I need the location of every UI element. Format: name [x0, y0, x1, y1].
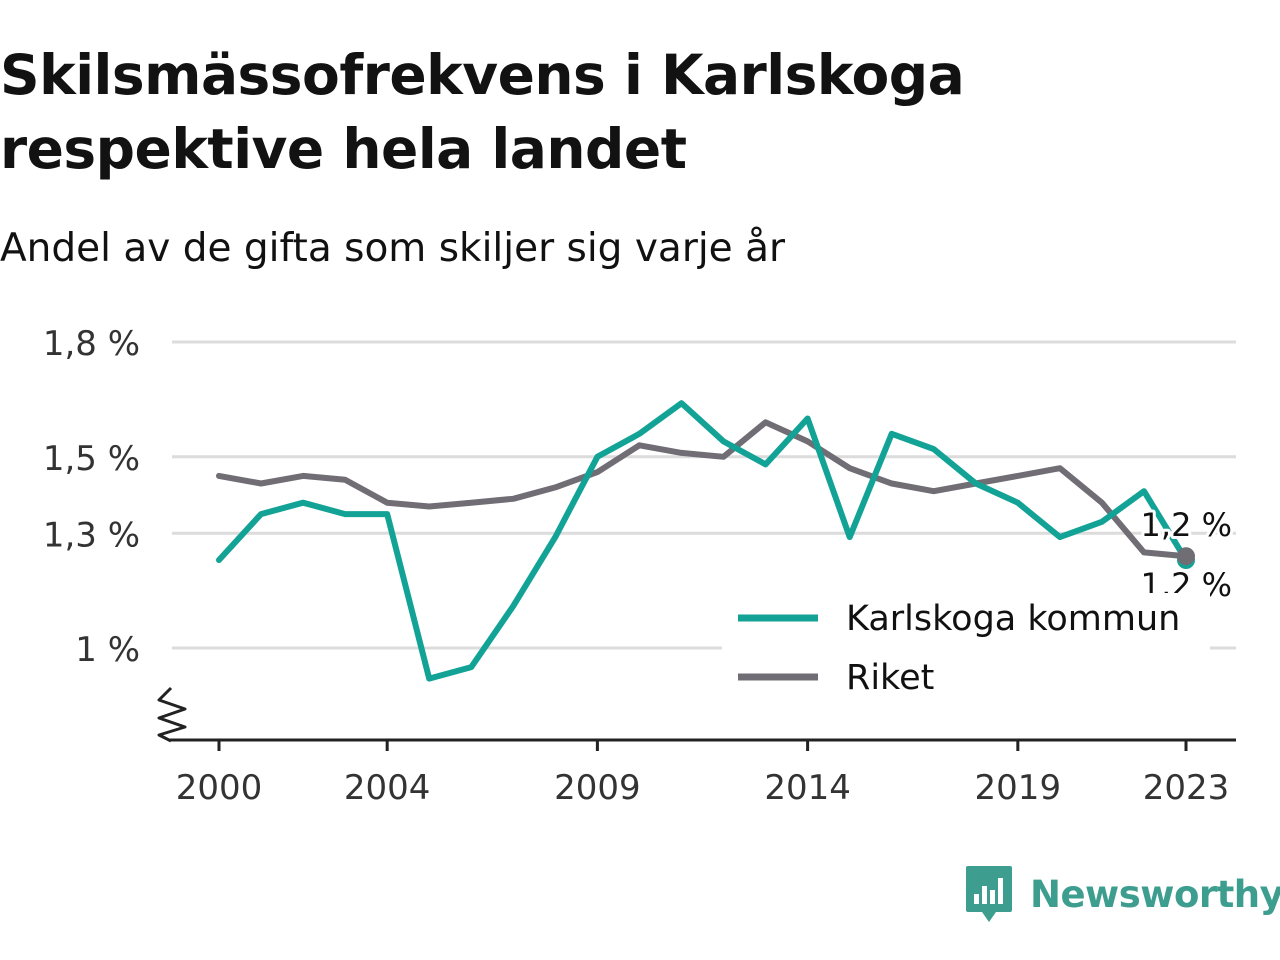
x-tick-label: 2019 [975, 768, 1062, 808]
axis-break [157, 686, 187, 743]
y-tick-label: 1,3 % [43, 515, 140, 555]
newsworthy-logo-icon [966, 866, 1012, 922]
series-lines [216, 400, 1189, 682]
y-tick-label: 1 % [75, 630, 140, 670]
legend-label: Karlskoga kommun [846, 599, 1180, 639]
legend-label: Riket [846, 658, 934, 698]
series-line-riket [216, 419, 1189, 560]
y-tick-label: 1,8 % [43, 324, 140, 364]
legend: Karlskoga kommun Riket [722, 593, 1210, 711]
x-tick-label: 2004 [344, 768, 431, 808]
legend-background [722, 593, 1210, 711]
end-label: 1,2 % [1141, 506, 1232, 544]
x-tick-label: 2014 [764, 768, 851, 808]
x-tick-label: 2023 [1143, 768, 1230, 808]
brand-name: Newsworthy [1030, 872, 1280, 916]
line-chart: 1 % 1,3 % 1,5 % 1,8 % 2000 2004 2009 2014 2019 20… [43, 324, 1236, 808]
brand: Newsworthy [964, 864, 1280, 924]
series-line-karlskoga-kommun [216, 400, 1189, 682]
y-tick-label: 1,5 % [43, 439, 140, 479]
chart-title: Skilsmässofrekvens i Karlskoga respektiv… [0, 43, 965, 181]
end-labels: 1,2 %1,2 % [1138, 503, 1235, 607]
axes: 1 % 1,3 % 1,5 % 1,8 % 2000 2004 2009 2014 2019 20… [43, 324, 1236, 808]
end-point-riket [1177, 547, 1195, 566]
x-tick-label: 2000 [176, 768, 263, 808]
chart-subtitle: Andel av de gifta som skiljer sig varje … [0, 226, 786, 271]
x-tick-label: 2009 [554, 768, 641, 808]
